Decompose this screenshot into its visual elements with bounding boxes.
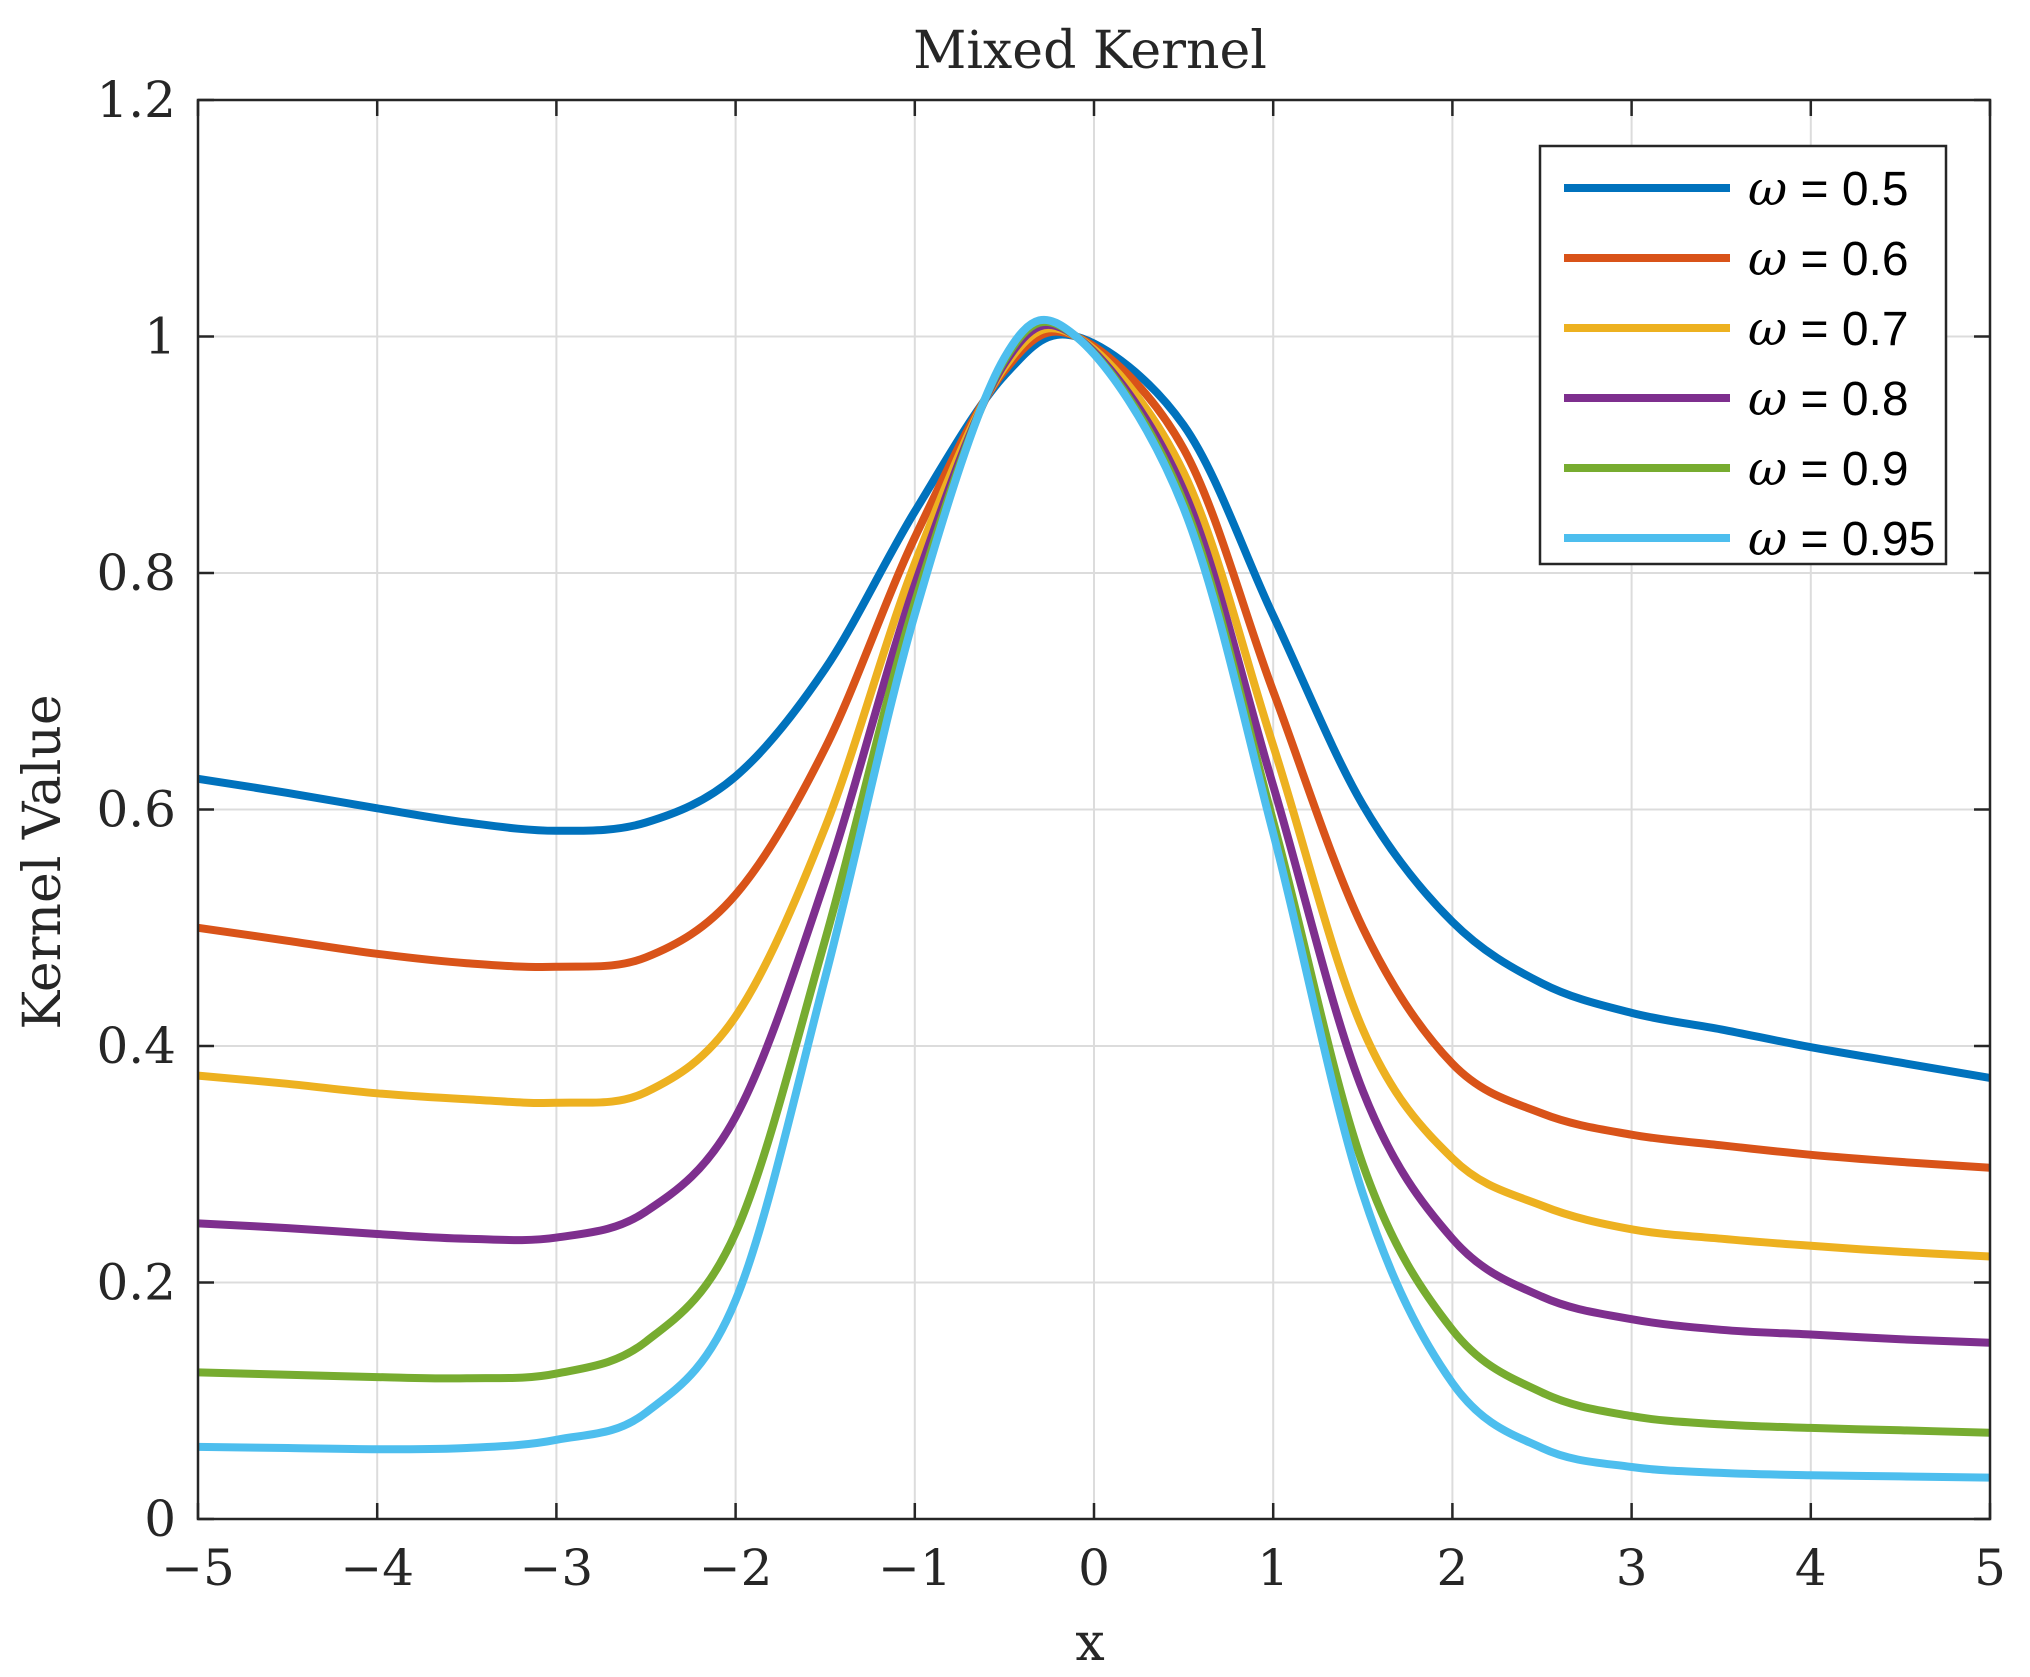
x-tick-label: 3: [1616, 1539, 1648, 1597]
x-tick-label: −2: [699, 1539, 773, 1597]
y-axis-label: Kernel Value: [13, 694, 73, 1029]
y-tick-label: 1: [144, 308, 176, 366]
x-tick-label: −3: [520, 1539, 594, 1597]
legend-label-5: ω = 0.9: [1748, 441, 1909, 497]
legend-value-text: = 0.6: [1787, 233, 1908, 286]
x-tick-label: 4: [1795, 1539, 1827, 1597]
y-tick-label: 0: [144, 1490, 176, 1548]
tick-labels: −5 −4 −3 −2 −1 0 1 2 3 4 5 0 0.2 0.4 0.6 0.8 1 1.2: [96, 71, 2005, 1597]
legend-box: [1538, 144, 1948, 566]
y-tick-label: 0.4: [96, 1017, 176, 1075]
legend-omega-symbol: ω: [1748, 511, 1787, 567]
legend-value-text: = 0.5: [1787, 163, 1908, 216]
x-axis-label: x: [1075, 1613, 1104, 1673]
y-tick-label: 1.2: [96, 71, 176, 129]
legend-label-1: ω = 0.5: [1748, 161, 1909, 217]
x-tick-label: −4: [340, 1539, 414, 1597]
series-line-6: [197, 315, 1991, 1482]
y-tick-label: 0.6: [96, 781, 176, 839]
x-tick-label: −5: [161, 1539, 235, 1597]
legend-label-4: ω = 0.8: [1748, 371, 1909, 427]
legend-omega-symbol: ω: [1748, 231, 1787, 287]
x-tick-label: 2: [1436, 1539, 1468, 1597]
legend-omega-symbol: ω: [1748, 441, 1787, 497]
x-tick-label: 0: [1078, 1539, 1110, 1597]
chart-title: Mixed Kernel: [913, 21, 1267, 81]
legend-value-text: = 0.8: [1787, 373, 1908, 426]
y-tick-label: 0.2: [96, 1254, 176, 1312]
axes: [196, 98, 1992, 1521]
legend-value-text: = 0.7: [1787, 303, 1908, 356]
plot-frame: [196, 98, 1992, 1521]
legend-value-text: = 0.95: [1787, 513, 1935, 566]
y-tick-label: 0.8: [96, 544, 176, 602]
legend-omega-symbol: ω: [1748, 301, 1787, 357]
x-tick-label: 5: [1974, 1539, 2006, 1597]
legend-omega-symbol: ω: [1748, 161, 1787, 217]
legend-label-3: ω = 0.7: [1748, 301, 1909, 357]
legend-label-6: ω = 0.95: [1748, 511, 1935, 567]
x-tick-label: 1: [1257, 1539, 1289, 1597]
x-tick-label: −1: [878, 1539, 952, 1597]
legend: ω = 0.5ω = 0.6ω = 0.7ω = 0.8ω = 0.9ω = 0…: [1538, 144, 1948, 567]
legend-value-text: = 0.9: [1787, 443, 1908, 496]
legend-omega-symbol: ω: [1748, 371, 1787, 427]
legend-label-2: ω = 0.6: [1748, 231, 1909, 287]
plot-lines: [197, 315, 1991, 1482]
